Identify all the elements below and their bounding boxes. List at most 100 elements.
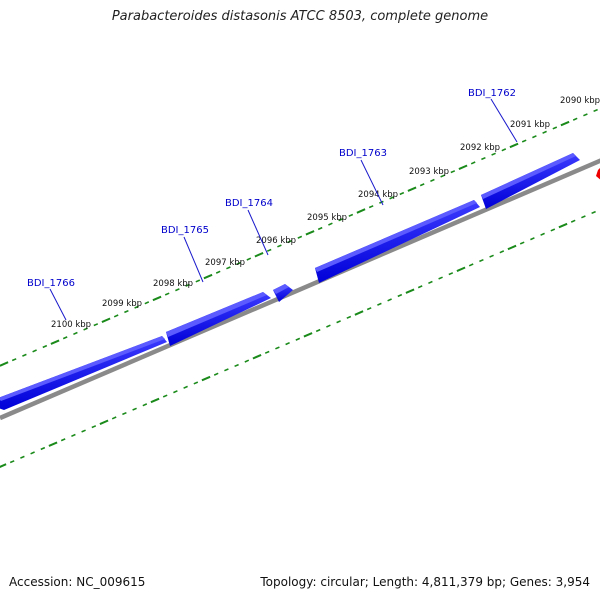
gene-block[interactable] — [315, 200, 480, 283]
gene-label[interactable]: BDI_1765 — [161, 225, 209, 236]
ruler-label: 2098 kbp — [153, 279, 193, 289]
gene-leader-line — [247, 209, 269, 256]
ruler-tick — [405, 288, 415, 294]
gene-label[interactable]: BDI_1762 — [468, 88, 516, 99]
ruler-tick — [91, 425, 97, 429]
ruler-tick — [20, 455, 25, 459]
ruler-tick — [275, 346, 280, 350]
ruler-tick — [93, 323, 99, 327]
ruler-tick — [348, 213, 354, 217]
ruler-tick — [32, 349, 37, 353]
ruler-tick — [481, 156, 486, 161]
gene-block[interactable] — [481, 153, 580, 209]
ruler-tick — [122, 411, 127, 416]
ruler-label: 2090 kbp — [560, 96, 600, 106]
ruler-tick — [540, 232, 545, 236]
genome-backbone — [0, 158, 600, 421]
ruler-tick — [591, 210, 596, 215]
ruler-tick — [303, 332, 313, 338]
ruler-tick — [111, 416, 117, 420]
ruler-tick — [73, 331, 78, 336]
ruler-tick — [507, 244, 517, 251]
gene-block[interactable] — [166, 292, 271, 346]
ruler-tick — [183, 385, 188, 389]
ruler-tick — [593, 108, 598, 113]
ruler-tick — [266, 248, 272, 252]
ruler-label: 2100 kbp — [51, 320, 91, 330]
ruler-tick — [458, 164, 468, 171]
ruler-tick — [417, 285, 423, 289]
ruler-tick — [389, 196, 394, 200]
ruler-tick — [164, 292, 170, 296]
ruler-tick — [175, 288, 180, 292]
gene-labels: BDI_1762 BDI_1763 BDI_1764 BDI_1765 BDI_… — [27, 88, 516, 289]
ruler-tick — [201, 375, 211, 382]
ruler-tick — [213, 372, 219, 376]
ruler-tick — [479, 258, 484, 263]
ruler-tick — [124, 309, 129, 314]
ruler-tick — [132, 407, 137, 411]
gene-block[interactable] — [273, 284, 293, 302]
ruler-ticks-inner — [0, 210, 596, 468]
ruler-tick — [387, 298, 392, 302]
gene-label[interactable]: BDI_1766 — [27, 278, 75, 289]
ruler-tick — [326, 324, 331, 328]
ruler-tick — [368, 205, 374, 209]
ruler-tick — [99, 419, 109, 426]
ruler-tick — [552, 126, 558, 130]
ruler-tick — [532, 135, 537, 139]
ruler-tick — [521, 139, 527, 143]
ruler-tick — [226, 266, 231, 270]
ruler-tick — [407, 186, 417, 192]
ruler-tick — [499, 250, 505, 254]
gene-block[interactable] — [0, 336, 167, 410]
ruler-tick — [252, 353, 262, 360]
ruler-tick — [448, 272, 454, 276]
ruler-tick — [224, 368, 229, 372]
ruler-tick — [48, 441, 58, 447]
ruler-tick — [254, 251, 264, 258]
ruler-tick — [287, 239, 292, 244]
ruler-label: 2093 kbp — [409, 167, 449, 177]
ruler-tick — [560, 120, 570, 127]
ruler-tick — [305, 230, 315, 236]
ruler-tick — [470, 161, 476, 165]
ruler-tick — [489, 254, 494, 258]
ruler-tick — [50, 339, 60, 345]
accession-text: Accession: NC_009615 — [9, 575, 146, 589]
ruler-tick — [42, 344, 48, 349]
ruler-tick — [234, 363, 239, 368]
genome-title: Parabacteroides distasonis ATCC 8503, co… — [111, 9, 489, 24]
gene-label-leaders — [49, 98, 518, 321]
ruler-tick — [581, 215, 586, 219]
ruler-tick — [277, 244, 282, 248]
ruler-tick — [203, 273, 213, 280]
ruler-tick — [377, 302, 382, 306]
ruler-tick — [71, 433, 76, 438]
ruler-tick — [60, 438, 66, 442]
ruler-tick — [346, 315, 352, 319]
gene-leader-line — [49, 288, 67, 321]
ruler-tick — [419, 183, 425, 187]
gene-label[interactable]: BDI_1764 — [225, 198, 273, 209]
genome-summary-text: Topology: circular; Length: 4,811,379 bp… — [260, 575, 590, 589]
ruler-tick — [583, 113, 588, 117]
ruler-tick — [83, 327, 88, 331]
ruler-tick — [246, 257, 252, 261]
ruler-tick — [162, 394, 168, 398]
ruler-label: 2097 kbp — [205, 258, 245, 268]
ruler-tick — [336, 320, 341, 324]
gene-label[interactable]: BDI_1763 — [339, 148, 387, 159]
ruler-tick — [366, 307, 372, 311]
ruler-labels: 2090 kbp 2091 kbp 2092 kbp 2093 kbp 2094… — [51, 96, 600, 330]
ruler-tick — [142, 403, 148, 407]
ruler-tick — [356, 208, 366, 214]
ruler-tick — [9, 460, 15, 464]
partial-gene-feature[interactable] — [596, 166, 600, 181]
ruler-tick — [11, 358, 17, 362]
ruler-tick — [491, 152, 496, 156]
gene-leader-line — [183, 236, 204, 283]
ruler-tick — [328, 222, 333, 226]
gene-leader-line — [490, 98, 518, 143]
ruler-ticks-outer — [0, 108, 598, 367]
